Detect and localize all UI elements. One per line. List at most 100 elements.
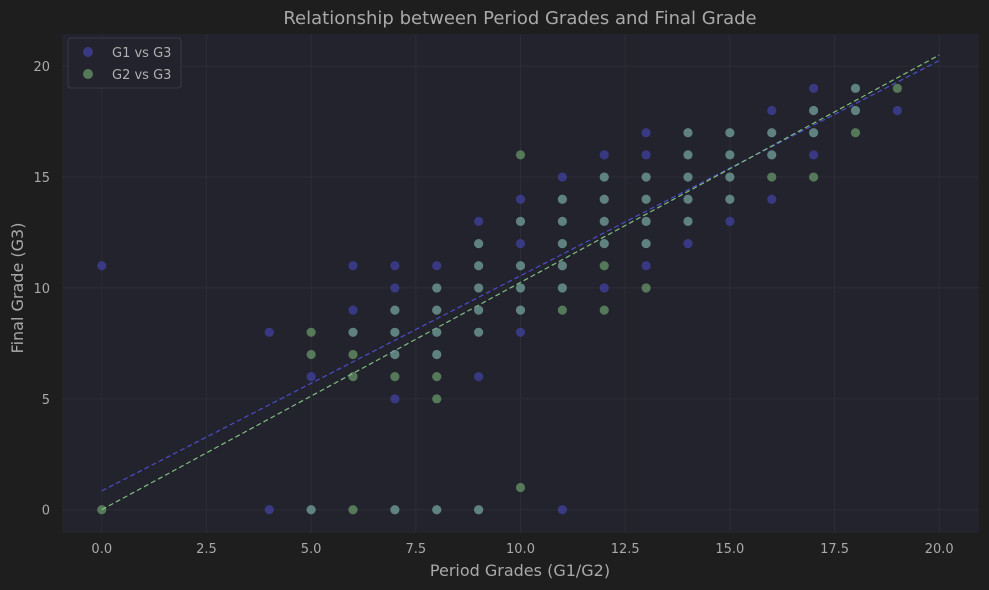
data-point-series-2 [725, 172, 735, 182]
data-point-series-2 [432, 283, 442, 293]
data-point-series-2 [725, 150, 735, 160]
data-point-series-2 [557, 283, 567, 293]
data-point-series-2 [390, 327, 400, 337]
data-point-series-2 [474, 327, 484, 337]
data-point-series-1 [599, 150, 609, 160]
y-tick-label: 15 [33, 171, 50, 186]
data-point-series-2 [474, 505, 484, 515]
x-tick-label: 0.0 [91, 542, 112, 557]
legend-marker-g1 [83, 47, 93, 57]
data-point-series-2 [683, 194, 693, 204]
data-point-series-2 [557, 194, 567, 204]
data-point-series-2 [515, 216, 526, 227]
data-point-series-2 [641, 283, 651, 293]
x-axis-label: Period Grades (G1/G2) [430, 561, 610, 580]
y-axis-label: Final Grade (G3) [8, 223, 27, 354]
data-point-series-2 [515, 482, 526, 493]
y-tick-label: 5 [42, 393, 50, 408]
data-point-series-1 [557, 505, 567, 515]
data-point-series-1 [641, 261, 651, 271]
data-point-series-1 [767, 105, 777, 116]
data-point-series-1 [474, 216, 484, 227]
y-tick-label: 10 [33, 282, 50, 297]
data-point-series-1 [348, 261, 358, 271]
x-tick-label: 12.5 [611, 542, 640, 557]
x-tick-label: 10.0 [506, 542, 535, 557]
data-point-series-1 [432, 261, 442, 271]
data-point-series-2 [557, 238, 567, 249]
data-point-series-1 [390, 283, 400, 293]
data-point-series-2 [683, 172, 693, 182]
data-point-series-2 [390, 305, 400, 315]
data-point-series-2 [767, 172, 777, 182]
data-point-series-2 [515, 305, 526, 315]
data-point-series-1 [599, 283, 609, 293]
x-axis-ticks: 0.0 2.5 5.0 7.5 10.0 12.5 15.0 17.5 20.0 [91, 542, 953, 557]
data-point-series-2 [515, 261, 526, 271]
data-point-series-2 [683, 216, 693, 227]
data-point-series-1 [515, 194, 526, 204]
data-point-series-1 [264, 505, 274, 515]
data-point-series-1 [641, 150, 651, 160]
data-point-series-2 [432, 394, 442, 404]
legend-box [67, 37, 182, 89]
x-tick-label: 17.5 [820, 542, 849, 557]
data-point-series-2 [683, 150, 693, 160]
data-point-series-2 [306, 327, 316, 337]
data-point-series-2 [599, 261, 609, 271]
data-point-series-2 [432, 327, 442, 337]
data-point-series-2 [599, 216, 609, 227]
data-point-series-1 [557, 172, 567, 182]
data-point-series-2 [599, 238, 609, 249]
data-point-series-2 [850, 128, 861, 138]
data-point-series-2 [432, 505, 442, 515]
data-point-series-2 [809, 105, 819, 116]
data-point-series-1 [683, 238, 693, 249]
data-point-series-1 [515, 238, 526, 249]
data-point-series-2 [348, 372, 358, 382]
data-point-series-2 [432, 305, 442, 315]
data-point-series-2 [599, 172, 609, 182]
data-point-series-1 [348, 305, 358, 315]
data-point-series-2 [599, 305, 609, 315]
data-point-series-2 [306, 505, 316, 515]
data-point-series-2 [474, 305, 484, 315]
x-tick-label: 5.0 [301, 542, 322, 557]
data-point-series-2 [683, 128, 693, 138]
x-tick-label: 15.0 [715, 542, 744, 557]
trend-line-series-2 [101, 54, 940, 511]
data-point-series-2 [641, 172, 651, 182]
data-point-series-1 [641, 128, 651, 138]
data-point-series-2 [767, 128, 777, 138]
legend-label-g1: G1 vs G3 [112, 46, 171, 61]
data-point-series-2 [641, 238, 651, 249]
data-point-series-2 [557, 216, 567, 227]
data-point-series-2 [557, 261, 567, 271]
trend-line-series-1 [101, 60, 940, 492]
y-tick-label: 20 [33, 60, 50, 75]
data-point-series-2 [725, 128, 735, 138]
data-point-series-2 [892, 83, 902, 93]
legend: G1 vs G3 G2 vs G3 [67, 37, 182, 89]
data-point-series-2 [641, 216, 651, 227]
x-tick-label: 7.5 [405, 542, 426, 557]
chart-title: Relationship between Period Grades and F… [283, 8, 756, 29]
y-axis-ticks: 0 5 10 15 20 [33, 60, 50, 519]
data-point-series-1 [264, 327, 274, 337]
data-point-series-1 [515, 327, 526, 337]
data-point-series-1 [767, 194, 777, 204]
data-point-series-2 [97, 505, 107, 515]
data-point-series-2 [390, 349, 400, 360]
data-point-series-2 [557, 305, 567, 315]
data-point-series-2 [432, 349, 442, 360]
data-point-series-2 [809, 128, 819, 138]
data-point-series-2 [725, 194, 735, 204]
data-point-series-1 [306, 372, 316, 382]
data-point-series-1 [725, 216, 735, 227]
legend-marker-g2 [83, 69, 93, 79]
data-point-series-1 [390, 394, 400, 404]
data-point-series-2 [809, 172, 819, 182]
data-point-series-2 [850, 105, 861, 116]
data-points [97, 83, 902, 515]
